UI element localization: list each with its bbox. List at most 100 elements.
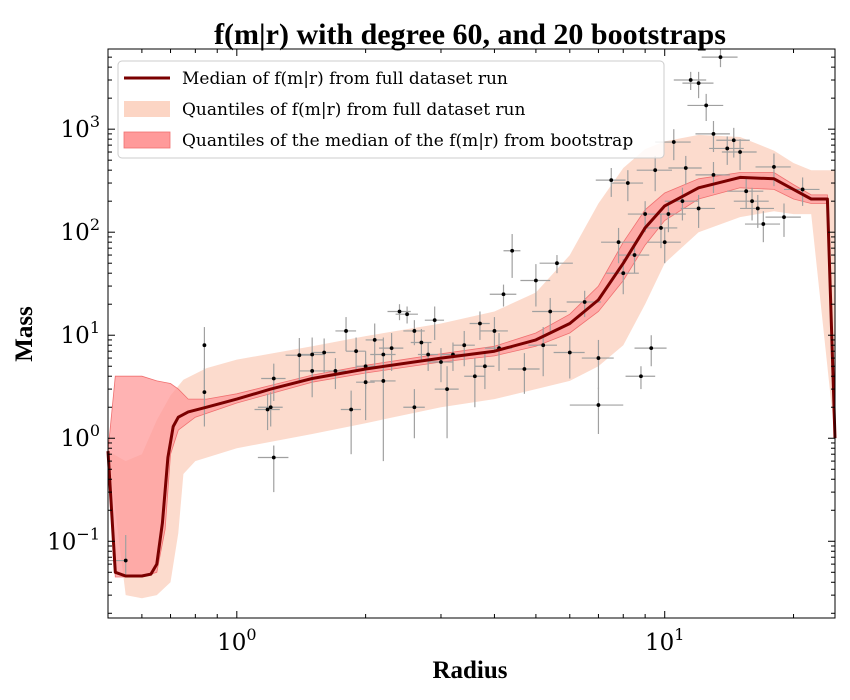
data-point xyxy=(439,360,443,364)
data-point xyxy=(755,206,760,211)
data-point xyxy=(625,181,630,185)
data-point xyxy=(534,278,538,283)
data-point xyxy=(265,407,270,412)
data-point xyxy=(522,367,527,371)
y-tick-label: 102 xyxy=(61,215,100,246)
x-tick-label: 100 xyxy=(217,625,256,656)
legend-label: Quantiles of f(m|r) from full dataset ru… xyxy=(182,100,526,120)
legend-label: Quantiles of the median of the f(m|r) fr… xyxy=(182,131,633,151)
y-tick-label: 101 xyxy=(61,318,100,349)
data-point xyxy=(501,292,506,297)
data-point xyxy=(772,165,776,169)
data-point xyxy=(643,212,648,216)
x-axis-label: Radius xyxy=(432,657,507,684)
data-point xyxy=(462,343,467,348)
data-point xyxy=(596,356,601,360)
legend: Median of f(m|r) from full dataset run Qu… xyxy=(117,60,665,159)
data-point xyxy=(688,78,693,82)
data-point xyxy=(621,271,626,276)
data-point xyxy=(761,222,766,226)
data-point xyxy=(478,321,482,326)
data-point xyxy=(750,199,754,204)
data-point xyxy=(397,309,402,314)
legend-band-swatch xyxy=(123,131,171,149)
data-point xyxy=(363,380,368,385)
data-point xyxy=(271,455,276,460)
data-point xyxy=(541,343,546,348)
data-point xyxy=(412,329,417,333)
median-line xyxy=(106,175,837,578)
data-point xyxy=(202,343,207,348)
data-point xyxy=(510,248,515,253)
data-point xyxy=(800,187,805,192)
data-point xyxy=(372,338,377,342)
data-point xyxy=(632,253,637,257)
data-point xyxy=(389,346,394,350)
data-point xyxy=(696,206,701,211)
data-point xyxy=(582,300,587,304)
data-point xyxy=(548,309,553,314)
legend-box xyxy=(117,60,665,159)
data-point xyxy=(381,379,386,383)
data-point xyxy=(268,405,273,410)
plot-frame xyxy=(107,48,836,619)
data-point xyxy=(725,146,730,151)
data-point xyxy=(412,405,417,410)
x-axis-ticks: 100 101 xyxy=(107,49,795,656)
data-point xyxy=(363,364,368,369)
quantile-bands xyxy=(107,134,836,599)
y-tick-label: 100 xyxy=(61,421,100,452)
data-point xyxy=(271,376,276,381)
data-point xyxy=(744,189,749,194)
data-point xyxy=(405,312,409,317)
data-point xyxy=(555,261,559,266)
data-point xyxy=(344,329,348,333)
data-point xyxy=(419,340,424,345)
data-point xyxy=(426,352,431,357)
data-point xyxy=(711,131,716,136)
y-axis-ticks: 10−1 100 101 102 103 xyxy=(47,48,835,614)
data-point xyxy=(671,140,676,144)
data-point xyxy=(782,215,786,220)
data-point xyxy=(310,352,315,357)
data-point xyxy=(704,103,709,108)
outer-quantile-band xyxy=(108,134,835,599)
data-point xyxy=(567,350,572,355)
data-point xyxy=(310,369,315,373)
data-point xyxy=(354,349,358,354)
data-point xyxy=(297,353,302,358)
data-point xyxy=(711,172,716,177)
data-point xyxy=(472,374,477,379)
data-point xyxy=(123,558,128,563)
data-point xyxy=(202,390,207,395)
chart-title: f(m|r) with degree 60, and 20 bootstraps xyxy=(214,18,726,51)
data-point xyxy=(653,168,658,173)
data-point xyxy=(639,374,643,379)
data-point xyxy=(666,212,671,216)
data-point xyxy=(333,369,338,373)
data-point xyxy=(483,364,487,369)
data-point xyxy=(659,226,663,230)
data-point xyxy=(445,387,449,391)
x-tick-label: 101 xyxy=(645,625,684,656)
data-point xyxy=(349,407,354,412)
data-point xyxy=(381,352,386,357)
data-point xyxy=(616,240,621,245)
data-point xyxy=(432,318,437,323)
y-tick-label: 103 xyxy=(61,112,100,143)
data-point xyxy=(662,240,667,245)
data-point xyxy=(738,150,742,154)
data-point xyxy=(322,350,327,355)
data-point xyxy=(683,166,688,170)
median-line-group xyxy=(106,175,837,578)
data-point xyxy=(680,199,685,204)
data-point xyxy=(596,403,601,407)
data-point xyxy=(649,346,654,350)
y-tick-label: 10−1 xyxy=(47,524,100,555)
legend-label: Median of f(m|r) from full dataset run xyxy=(182,69,508,89)
legend-band-swatch xyxy=(124,101,170,117)
data-point xyxy=(731,138,736,143)
data-point xyxy=(696,81,701,86)
y-axis-label: Mass xyxy=(11,306,38,362)
